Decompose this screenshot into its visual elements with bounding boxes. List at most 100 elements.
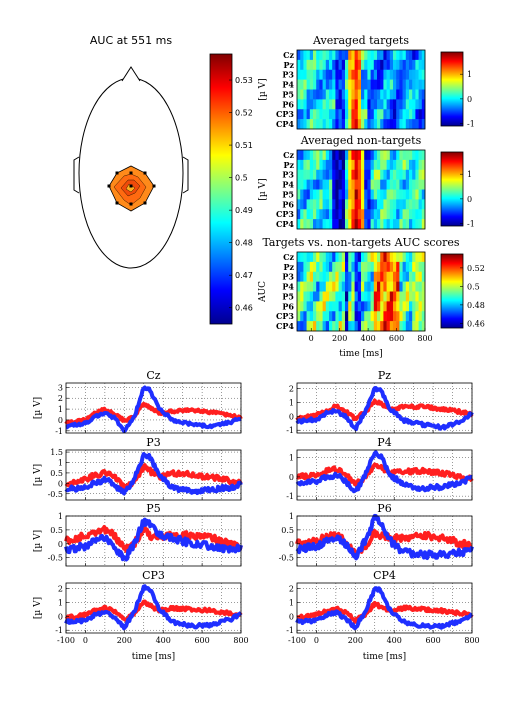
heatmap-cell bbox=[319, 69, 323, 80]
heatmap-cell bbox=[332, 79, 336, 90]
heatmap-cell bbox=[354, 79, 359, 90]
heatmap-cell bbox=[332, 321, 336, 332]
heatmap-cell bbox=[316, 199, 320, 210]
heatmap-cell bbox=[357, 79, 362, 90]
heatmap-cell bbox=[300, 291, 304, 302]
heatmap-cell bbox=[335, 281, 339, 292]
heatmap-cell bbox=[412, 179, 416, 190]
heatmap-cell bbox=[309, 89, 314, 100]
heatmap-cell bbox=[300, 150, 304, 161]
heatmap-cell bbox=[309, 199, 314, 210]
heatmap-cell bbox=[303, 321, 307, 332]
topomap-title: AUC at 551 ms bbox=[90, 34, 173, 47]
heatmap-cell bbox=[405, 89, 410, 100]
heatmap-cell bbox=[402, 209, 407, 220]
heatmap-cell bbox=[399, 59, 403, 71]
heatmap-cell bbox=[319, 209, 323, 220]
heatmap-cell bbox=[418, 311, 423, 322]
heatmap-ylabel: AUC bbox=[258, 281, 268, 303]
heatmap-cell bbox=[300, 321, 304, 332]
heatmap-cell bbox=[345, 209, 349, 220]
heatmap-cell bbox=[354, 261, 359, 273]
heatmap-cell bbox=[319, 179, 323, 190]
heatmap-cell bbox=[389, 169, 394, 180]
heatmap-cell bbox=[341, 79, 346, 90]
heatmap-cell bbox=[300, 219, 304, 230]
heatmap-cell bbox=[377, 199, 381, 210]
heatmap-cell bbox=[348, 219, 352, 230]
heatmap-cell bbox=[345, 189, 349, 200]
heatmap-cell bbox=[415, 179, 419, 190]
channel-label: P5 bbox=[282, 291, 294, 301]
heatmap-cell bbox=[357, 59, 362, 71]
heatmap-cell bbox=[316, 150, 320, 161]
heatmap-cell bbox=[409, 79, 413, 90]
channel-label: P6 bbox=[282, 199, 294, 209]
heatmap-frame bbox=[296, 49, 426, 130]
heatmap-cell bbox=[361, 261, 365, 273]
heatmap-cell bbox=[329, 59, 333, 71]
heatmap-cell bbox=[377, 150, 381, 161]
heatmap-cell bbox=[303, 209, 307, 220]
heatmap-cell bbox=[415, 189, 419, 200]
heatmap-cell bbox=[409, 311, 413, 322]
heatmap-cell bbox=[415, 209, 419, 220]
heatmap-cell bbox=[377, 99, 381, 110]
heatmap-cell bbox=[322, 261, 327, 273]
heatmap-cell bbox=[309, 291, 314, 302]
heatmap-cell bbox=[418, 69, 423, 80]
heatmap-cell bbox=[341, 59, 346, 71]
heatmap-cell bbox=[377, 281, 381, 292]
colorbar-tick-label: -1 bbox=[467, 220, 475, 229]
heatmap-cell bbox=[380, 79, 384, 90]
heatmap-cell bbox=[313, 119, 317, 130]
heatmap-cell bbox=[306, 69, 311, 80]
heatmap-cell bbox=[345, 89, 349, 100]
heatmap-cell bbox=[399, 150, 403, 161]
heatmap-cell bbox=[303, 159, 307, 171]
heatmap-cell bbox=[325, 271, 330, 282]
heatmap-cell bbox=[367, 89, 371, 100]
heatmap-cell bbox=[297, 219, 301, 230]
heatmap-cell bbox=[354, 69, 359, 80]
erp-panel-cp4: 2 1 0 -1 CP4 -100 0 200 400 600 800 time [ms] bbox=[286, 569, 479, 662]
heatmap-cell bbox=[332, 179, 336, 190]
heatmap-cell bbox=[354, 321, 359, 332]
heatmap-cell bbox=[402, 291, 407, 302]
heatmap-cell bbox=[351, 301, 355, 312]
heatmap-cell bbox=[399, 219, 403, 230]
heatmap-cell bbox=[393, 99, 397, 110]
heatmap-cell bbox=[412, 59, 416, 71]
erp-panel-cp3: 2 1 0 -1 CP3 [µ V] -100 0 200 400 600 800 time [ms] bbox=[33, 569, 249, 662]
heatmap-cell bbox=[351, 50, 355, 61]
heatmap-cell bbox=[370, 271, 375, 282]
heatmap-frame bbox=[296, 149, 426, 230]
heatmap-cell bbox=[412, 311, 416, 322]
heatmap-cell bbox=[357, 69, 362, 80]
heatmap-cell bbox=[297, 199, 301, 210]
heatmap-cell bbox=[399, 281, 403, 292]
heatmap-cell bbox=[313, 271, 317, 282]
heatmap-cell bbox=[345, 59, 349, 71]
heatmap-cell bbox=[313, 219, 317, 230]
heatmap-cell bbox=[393, 219, 397, 230]
heatmap-cell bbox=[399, 311, 403, 322]
heatmap-cell bbox=[415, 150, 419, 161]
heatmap-cell bbox=[380, 252, 384, 263]
heatmap-cell bbox=[341, 89, 346, 100]
heatmap-cell bbox=[319, 291, 323, 302]
heatmap-cell bbox=[393, 252, 397, 263]
heatmap-cell bbox=[335, 79, 339, 90]
heatmap-cell bbox=[354, 109, 359, 120]
heatmap-cell bbox=[373, 150, 378, 161]
heatmap-cell bbox=[345, 50, 349, 61]
heatmap-cell bbox=[351, 271, 355, 282]
heatmap-cell bbox=[341, 199, 346, 210]
heatmap-cell bbox=[399, 291, 403, 302]
heatmap-cell bbox=[409, 271, 413, 282]
heatmap-cell bbox=[380, 159, 384, 171]
heatmap-cell bbox=[341, 119, 346, 130]
heatmap-cell bbox=[348, 199, 352, 210]
heatmap-cell bbox=[300, 79, 304, 90]
heatmap-cell bbox=[348, 79, 352, 90]
